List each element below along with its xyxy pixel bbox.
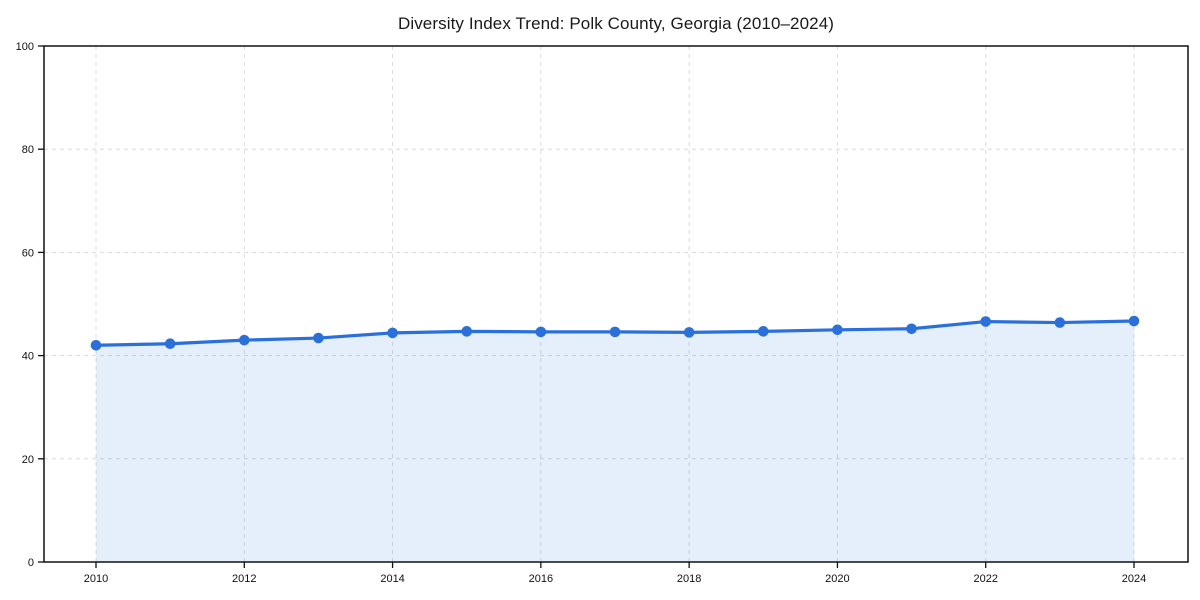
y-tick-label: 80 <box>22 144 34 156</box>
x-tick-label: 2024 <box>1122 573 1146 585</box>
data-point <box>238 334 250 346</box>
data-point <box>757 326 769 337</box>
area-fill <box>96 321 1134 562</box>
data-point <box>1128 315 1140 327</box>
plot-border <box>43 45 1189 563</box>
data-point <box>90 339 102 351</box>
data-point <box>535 326 547 338</box>
x-tick-label: 2022 <box>973 573 997 585</box>
x-tick-label: 2018 <box>677 573 701 585</box>
x-tick-label: 2014 <box>380 573 404 585</box>
y-tick-label: 20 <box>22 454 34 466</box>
data-point <box>683 327 695 338</box>
y-tick-label: 40 <box>22 351 34 363</box>
data-point <box>609 326 621 338</box>
y-tick-label: 60 <box>22 247 34 259</box>
data-point <box>832 324 843 336</box>
x-tick-label: 2016 <box>529 573 553 585</box>
y-tick-label: 0 <box>28 557 34 569</box>
data-point <box>164 338 176 350</box>
y-tick-label: 100 <box>16 41 34 53</box>
chart-title: Diversity Index Trend: Polk County, Geor… <box>397 14 835 33</box>
data-point <box>906 323 917 335</box>
data-point <box>1054 317 1066 328</box>
data-point <box>313 332 324 344</box>
x-tick-label: 2010 <box>84 573 108 585</box>
data-point <box>387 327 398 339</box>
x-tick-label: 2020 <box>825 573 849 585</box>
data-point <box>461 326 473 337</box>
data-point <box>980 316 992 327</box>
x-tick-label: 2012 <box>232 573 256 585</box>
